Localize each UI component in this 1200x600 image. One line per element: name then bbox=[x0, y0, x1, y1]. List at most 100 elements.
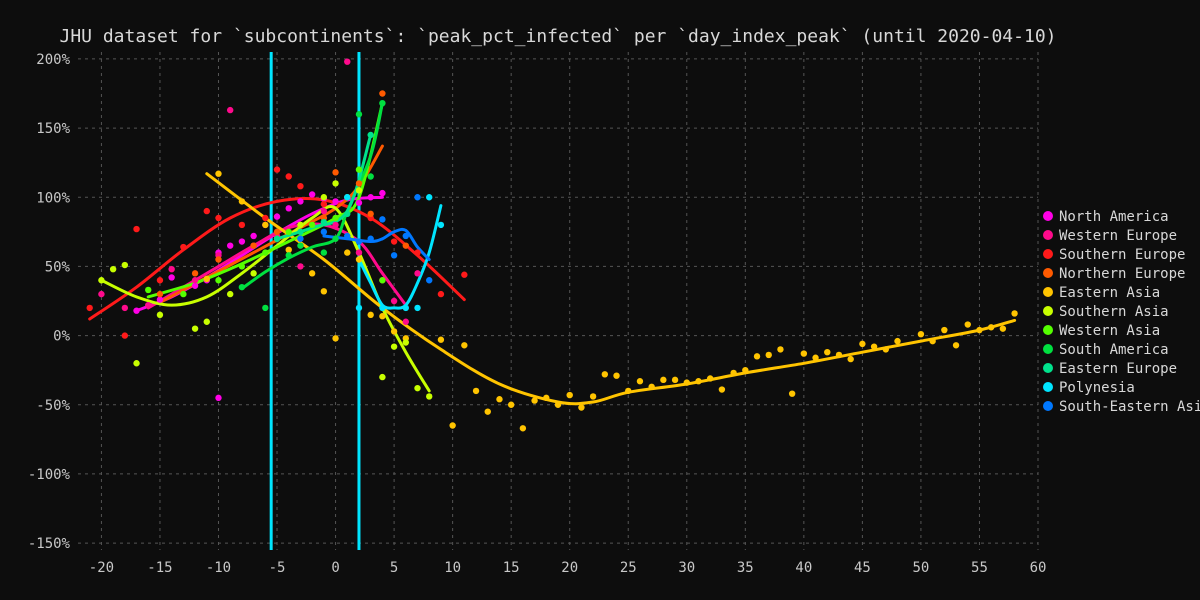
x-tick-label: 10 bbox=[444, 560, 461, 576]
data-point bbox=[191, 325, 199, 332]
data-point bbox=[156, 277, 164, 284]
data-point bbox=[894, 337, 901, 345]
data-point bbox=[367, 131, 374, 139]
legend-label: Eastern Europe bbox=[1059, 361, 1177, 377]
legend-label: Southern Europe bbox=[1059, 247, 1185, 263]
data-point bbox=[566, 391, 573, 399]
legend-label: South America bbox=[1059, 342, 1169, 358]
data-point bbox=[308, 221, 316, 229]
data-point bbox=[742, 366, 749, 374]
x-tick-label: 15 bbox=[503, 560, 520, 576]
data-point bbox=[320, 218, 328, 226]
data-point bbox=[156, 296, 164, 303]
trend-line bbox=[322, 227, 431, 261]
data-point bbox=[507, 401, 515, 408]
data-point bbox=[824, 348, 831, 356]
legend-label: Western Asia bbox=[1059, 323, 1160, 339]
data-point bbox=[121, 304, 129, 312]
x-tick-label: 5 bbox=[390, 560, 398, 576]
data-point bbox=[437, 221, 445, 229]
data-point bbox=[98, 290, 105, 298]
data-point bbox=[683, 379, 690, 386]
data-point bbox=[191, 270, 199, 277]
data-point bbox=[835, 351, 843, 359]
data-point bbox=[414, 304, 421, 312]
legend-label: Northern Europe bbox=[1059, 266, 1185, 282]
data-point bbox=[285, 173, 292, 180]
data-point bbox=[461, 342, 468, 349]
grid bbox=[78, 52, 1039, 550]
data-point bbox=[344, 58, 351, 65]
legend-marker bbox=[1043, 306, 1053, 316]
data-point bbox=[297, 182, 304, 190]
y-tick-label: 100% bbox=[36, 190, 70, 206]
data-point bbox=[543, 394, 550, 402]
data-point bbox=[344, 194, 351, 201]
x-tick-label: -10 bbox=[206, 560, 231, 576]
data-point bbox=[121, 261, 129, 269]
legend-label: South-Eastern Asia bbox=[1059, 399, 1200, 415]
data-point bbox=[238, 221, 246, 229]
y-tick-label: -100% bbox=[28, 467, 71, 483]
data-point bbox=[133, 225, 140, 233]
data-point bbox=[414, 384, 421, 392]
legend-marker bbox=[1043, 249, 1053, 259]
x-tick-label: 30 bbox=[678, 560, 695, 576]
data-point bbox=[203, 275, 210, 283]
data-point bbox=[215, 170, 222, 177]
data-point bbox=[753, 353, 761, 360]
data-point bbox=[332, 180, 339, 187]
data-point bbox=[273, 166, 281, 173]
data-point bbox=[121, 332, 129, 339]
data-point bbox=[133, 307, 140, 314]
data-point bbox=[402, 304, 410, 312]
data-point bbox=[941, 326, 948, 334]
data-point bbox=[332, 235, 339, 242]
y-tick-label: 0% bbox=[53, 329, 70, 345]
data-point bbox=[660, 376, 667, 384]
data-point bbox=[297, 228, 304, 236]
data-point bbox=[859, 340, 866, 348]
data-point bbox=[402, 339, 410, 346]
legend-marker bbox=[1043, 401, 1053, 411]
x-tick-label: 45 bbox=[854, 560, 871, 576]
data-point bbox=[297, 198, 304, 205]
data-point bbox=[156, 290, 164, 298]
data-point bbox=[133, 360, 140, 367]
legend-marker bbox=[1043, 382, 1053, 392]
data-point bbox=[648, 383, 655, 390]
data-point bbox=[390, 297, 398, 305]
data-point bbox=[238, 283, 246, 291]
chart-title: JHU dataset for `subcontinents`: `peak_p… bbox=[60, 26, 1057, 47]
data-point bbox=[250, 232, 257, 240]
data-point bbox=[203, 318, 210, 325]
data-points bbox=[86, 58, 1018, 432]
data-point bbox=[297, 221, 304, 229]
reference-lines bbox=[269, 52, 361, 550]
data-point bbox=[238, 198, 246, 205]
data-point bbox=[367, 311, 374, 319]
data-point bbox=[414, 249, 421, 256]
data-point bbox=[86, 304, 93, 312]
data-point bbox=[156, 311, 164, 319]
legend-marker bbox=[1043, 230, 1053, 240]
data-point bbox=[215, 394, 222, 402]
legend: North America Western Europe Southern Euro… bbox=[1043, 209, 1200, 415]
data-point bbox=[730, 369, 737, 377]
data-point bbox=[145, 286, 152, 294]
data-point bbox=[379, 189, 386, 197]
data-point bbox=[344, 210, 351, 218]
data-point bbox=[870, 343, 878, 350]
data-point bbox=[332, 335, 339, 342]
data-point bbox=[262, 249, 269, 256]
data-point bbox=[355, 256, 363, 263]
data-point bbox=[426, 393, 433, 400]
data-point bbox=[671, 376, 679, 384]
trend-line bbox=[275, 133, 373, 241]
trend-line bbox=[88, 196, 466, 321]
data-point bbox=[320, 207, 328, 215]
data-point bbox=[613, 372, 620, 379]
data-point bbox=[695, 378, 702, 385]
x-tick-label: 0 bbox=[331, 560, 339, 576]
y-tick-label: 50% bbox=[45, 259, 71, 275]
